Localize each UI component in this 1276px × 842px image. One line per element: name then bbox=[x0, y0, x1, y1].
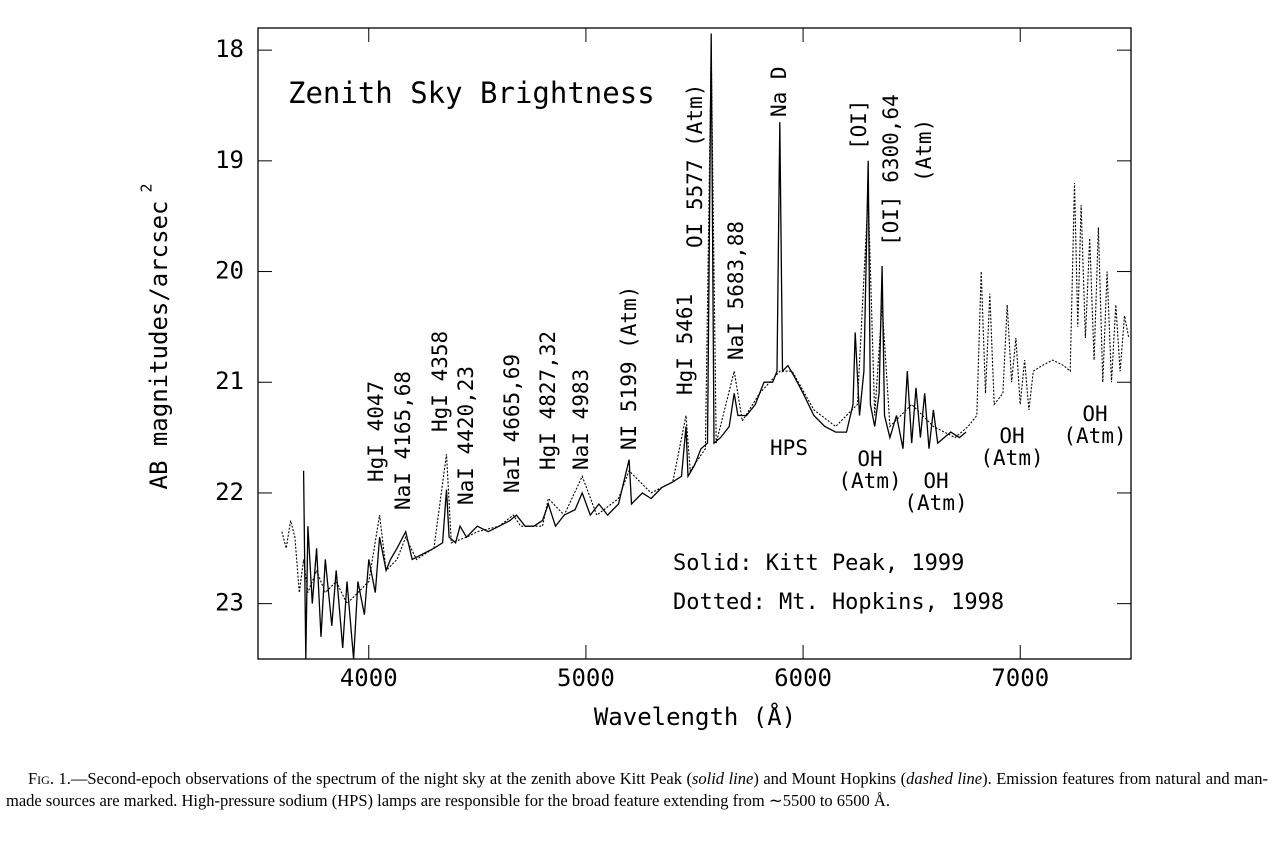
spectrum-line bbox=[281, 50, 1130, 605]
line-annotation: (Atm) bbox=[912, 119, 936, 182]
y-tick-label: 20 bbox=[215, 257, 244, 285]
y-tick-label: 18 bbox=[215, 35, 244, 63]
caption-emphasis: solid line bbox=[691, 769, 754, 788]
line-annotation: HgI 4047 bbox=[364, 381, 388, 482]
line-annotation: OH bbox=[999, 424, 1024, 448]
line-annotation: OI 5577 (Atm) bbox=[683, 84, 707, 248]
x-tick-label: 4000 bbox=[340, 664, 398, 692]
line-annotation: NaI 4983 bbox=[569, 369, 593, 470]
line-annotation: HgI 5461 bbox=[673, 294, 697, 395]
line-annotation: (Atm) bbox=[980, 446, 1043, 470]
y-tick-label: 22 bbox=[215, 478, 244, 506]
caption-emphasis: dashed line bbox=[906, 769, 983, 788]
caption-text: —Second-epoch observations of the spectr… bbox=[70, 769, 692, 788]
line-annotation: OH bbox=[857, 447, 882, 471]
line-annotation: NaI 4165,68 bbox=[391, 371, 415, 510]
line-annotation: NaI 4420,23 bbox=[454, 366, 478, 505]
line-annotation: OH bbox=[1082, 402, 1107, 426]
y-axis-label: AB magnitudes/arcsec bbox=[145, 201, 173, 490]
legend-label: Solid: Kitt Peak, 1999 bbox=[673, 551, 964, 576]
line-annotation: Na D bbox=[767, 66, 791, 117]
x-tick-label: 5000 bbox=[557, 664, 615, 692]
line-annotation: (Atm) bbox=[838, 469, 901, 493]
y-tick-label: 21 bbox=[215, 367, 244, 395]
chart: Zenith Sky Brightness Wavelength (Å) AB … bbox=[138, 27, 1132, 731]
line-annotation: HPS bbox=[770, 436, 808, 460]
line-annotation: [OI] 6300,64 bbox=[879, 94, 903, 246]
line-annotation: HgI 4827,32 bbox=[536, 331, 560, 470]
line-annotation: HgI 4358 bbox=[428, 331, 452, 432]
line-annotation: NaI 4665,69 bbox=[500, 354, 524, 493]
plot-frame bbox=[257, 27, 1132, 660]
legend-label: Dotted: Mt. Hopkins, 1998 bbox=[673, 590, 1004, 615]
caption-text: ) and Mount Hopkins ( bbox=[753, 769, 907, 788]
line-annotation: [OI] bbox=[847, 99, 871, 150]
line-annotation: NaI 5683,88 bbox=[724, 221, 748, 360]
line-annotation: NI 5199 (Atm) bbox=[617, 286, 641, 450]
line-annotation: (Atm) bbox=[1063, 424, 1126, 448]
y-axis-label-superscript: 2 bbox=[138, 183, 156, 192]
x-tick-label: 7000 bbox=[991, 664, 1049, 692]
chart-title: Zenith Sky Brightness bbox=[288, 76, 655, 110]
caption-label: Fig. 1. bbox=[28, 769, 71, 788]
caption-text: ). Emission features from natural and ma… bbox=[6, 769, 1268, 810]
y-tick-label: 23 bbox=[215, 589, 244, 617]
y-tick-label: 19 bbox=[215, 146, 244, 174]
line-annotation: (Atm) bbox=[904, 491, 967, 515]
x-axis-label: Wavelength (Å) bbox=[594, 702, 796, 731]
figure-caption: Fig. 1.—Second-epoch observations of the… bbox=[6, 768, 1268, 812]
line-annotation: OH bbox=[923, 469, 948, 493]
x-tick-label: 6000 bbox=[774, 664, 832, 692]
